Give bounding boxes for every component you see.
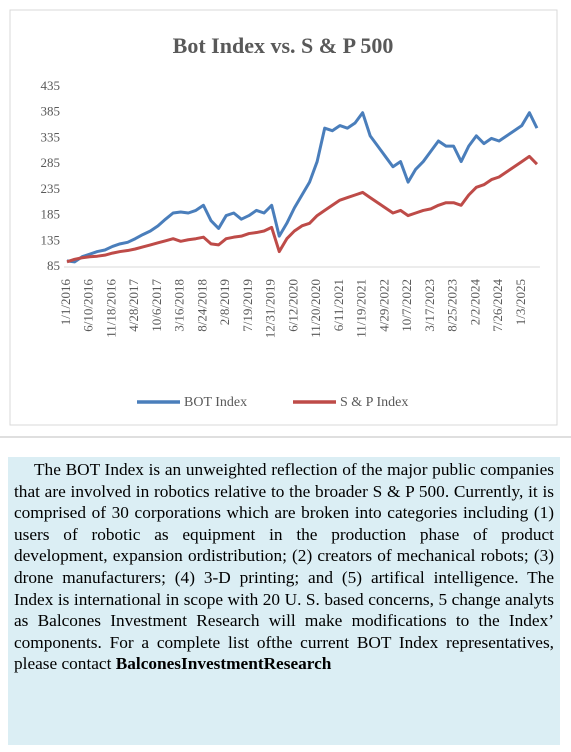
x-tick-label: 10/7/2022 xyxy=(399,279,414,332)
x-tick-label: 1/1/2016 xyxy=(58,279,73,326)
y-tick-label: 235 xyxy=(41,181,61,196)
x-tick-label: 6/10/2016 xyxy=(81,279,96,332)
y-tick-label: 335 xyxy=(41,129,61,144)
x-tick-label: 3/17/2023 xyxy=(422,279,437,332)
chart-frame xyxy=(9,9,558,426)
x-tick-label: 4/29/2022 xyxy=(376,279,391,332)
description-bold: BalconesInvestmentResearch xyxy=(115,654,332,674)
x-tick-label: 7/26/2024 xyxy=(490,279,505,332)
chart-title: Bot Index vs. S & P 500 xyxy=(173,33,394,58)
y-tick-label: 285 xyxy=(41,155,61,170)
x-tick-label: 11/19/2021 xyxy=(354,279,369,338)
x-tick-label: 4/28/2017 xyxy=(126,279,141,332)
x-tick-label: 10/6/2017 xyxy=(149,279,164,332)
x-tick-label: 3/16/2018 xyxy=(172,279,187,332)
y-tick-label: 185 xyxy=(41,207,61,222)
x-tick-label: 2/8/2019 xyxy=(217,279,232,325)
x-tick-label: 8/24/2018 xyxy=(194,279,209,332)
x-tick-label: 1/3/2025 xyxy=(513,279,528,325)
x-tick-label: 11/20/2020 xyxy=(308,279,323,338)
legend-label: BOT Index xyxy=(184,395,247,410)
description: The BOT Index is an unweighted reflectio… xyxy=(8,457,560,745)
x-tick-label: 6/11/2021 xyxy=(331,279,346,331)
y-tick-label: 435 xyxy=(41,78,61,93)
x-tick-label: 11/18/2016 xyxy=(103,279,118,338)
y-tick-label: 85 xyxy=(47,258,60,273)
x-tick-label: 8/25/2023 xyxy=(445,279,460,332)
legend-label: S & P Index xyxy=(340,395,408,410)
y-tick-label: 385 xyxy=(41,104,61,119)
series-line xyxy=(66,154,539,264)
x-tick-label: 2/2/2024 xyxy=(467,279,482,326)
x-tick-label: 6/12/2020 xyxy=(285,279,300,332)
x-tick-label: 7/19/2019 xyxy=(240,279,255,332)
series-line xyxy=(66,111,539,264)
description-text: The BOT Index is an unweighted reflectio… xyxy=(14,460,554,674)
chart: Bot Index vs. S & P 500 85 135 185 235 285 33… xyxy=(0,9,571,438)
x-tick-label: 12/31/2019 xyxy=(263,279,278,338)
y-tick-label: 135 xyxy=(41,232,61,247)
